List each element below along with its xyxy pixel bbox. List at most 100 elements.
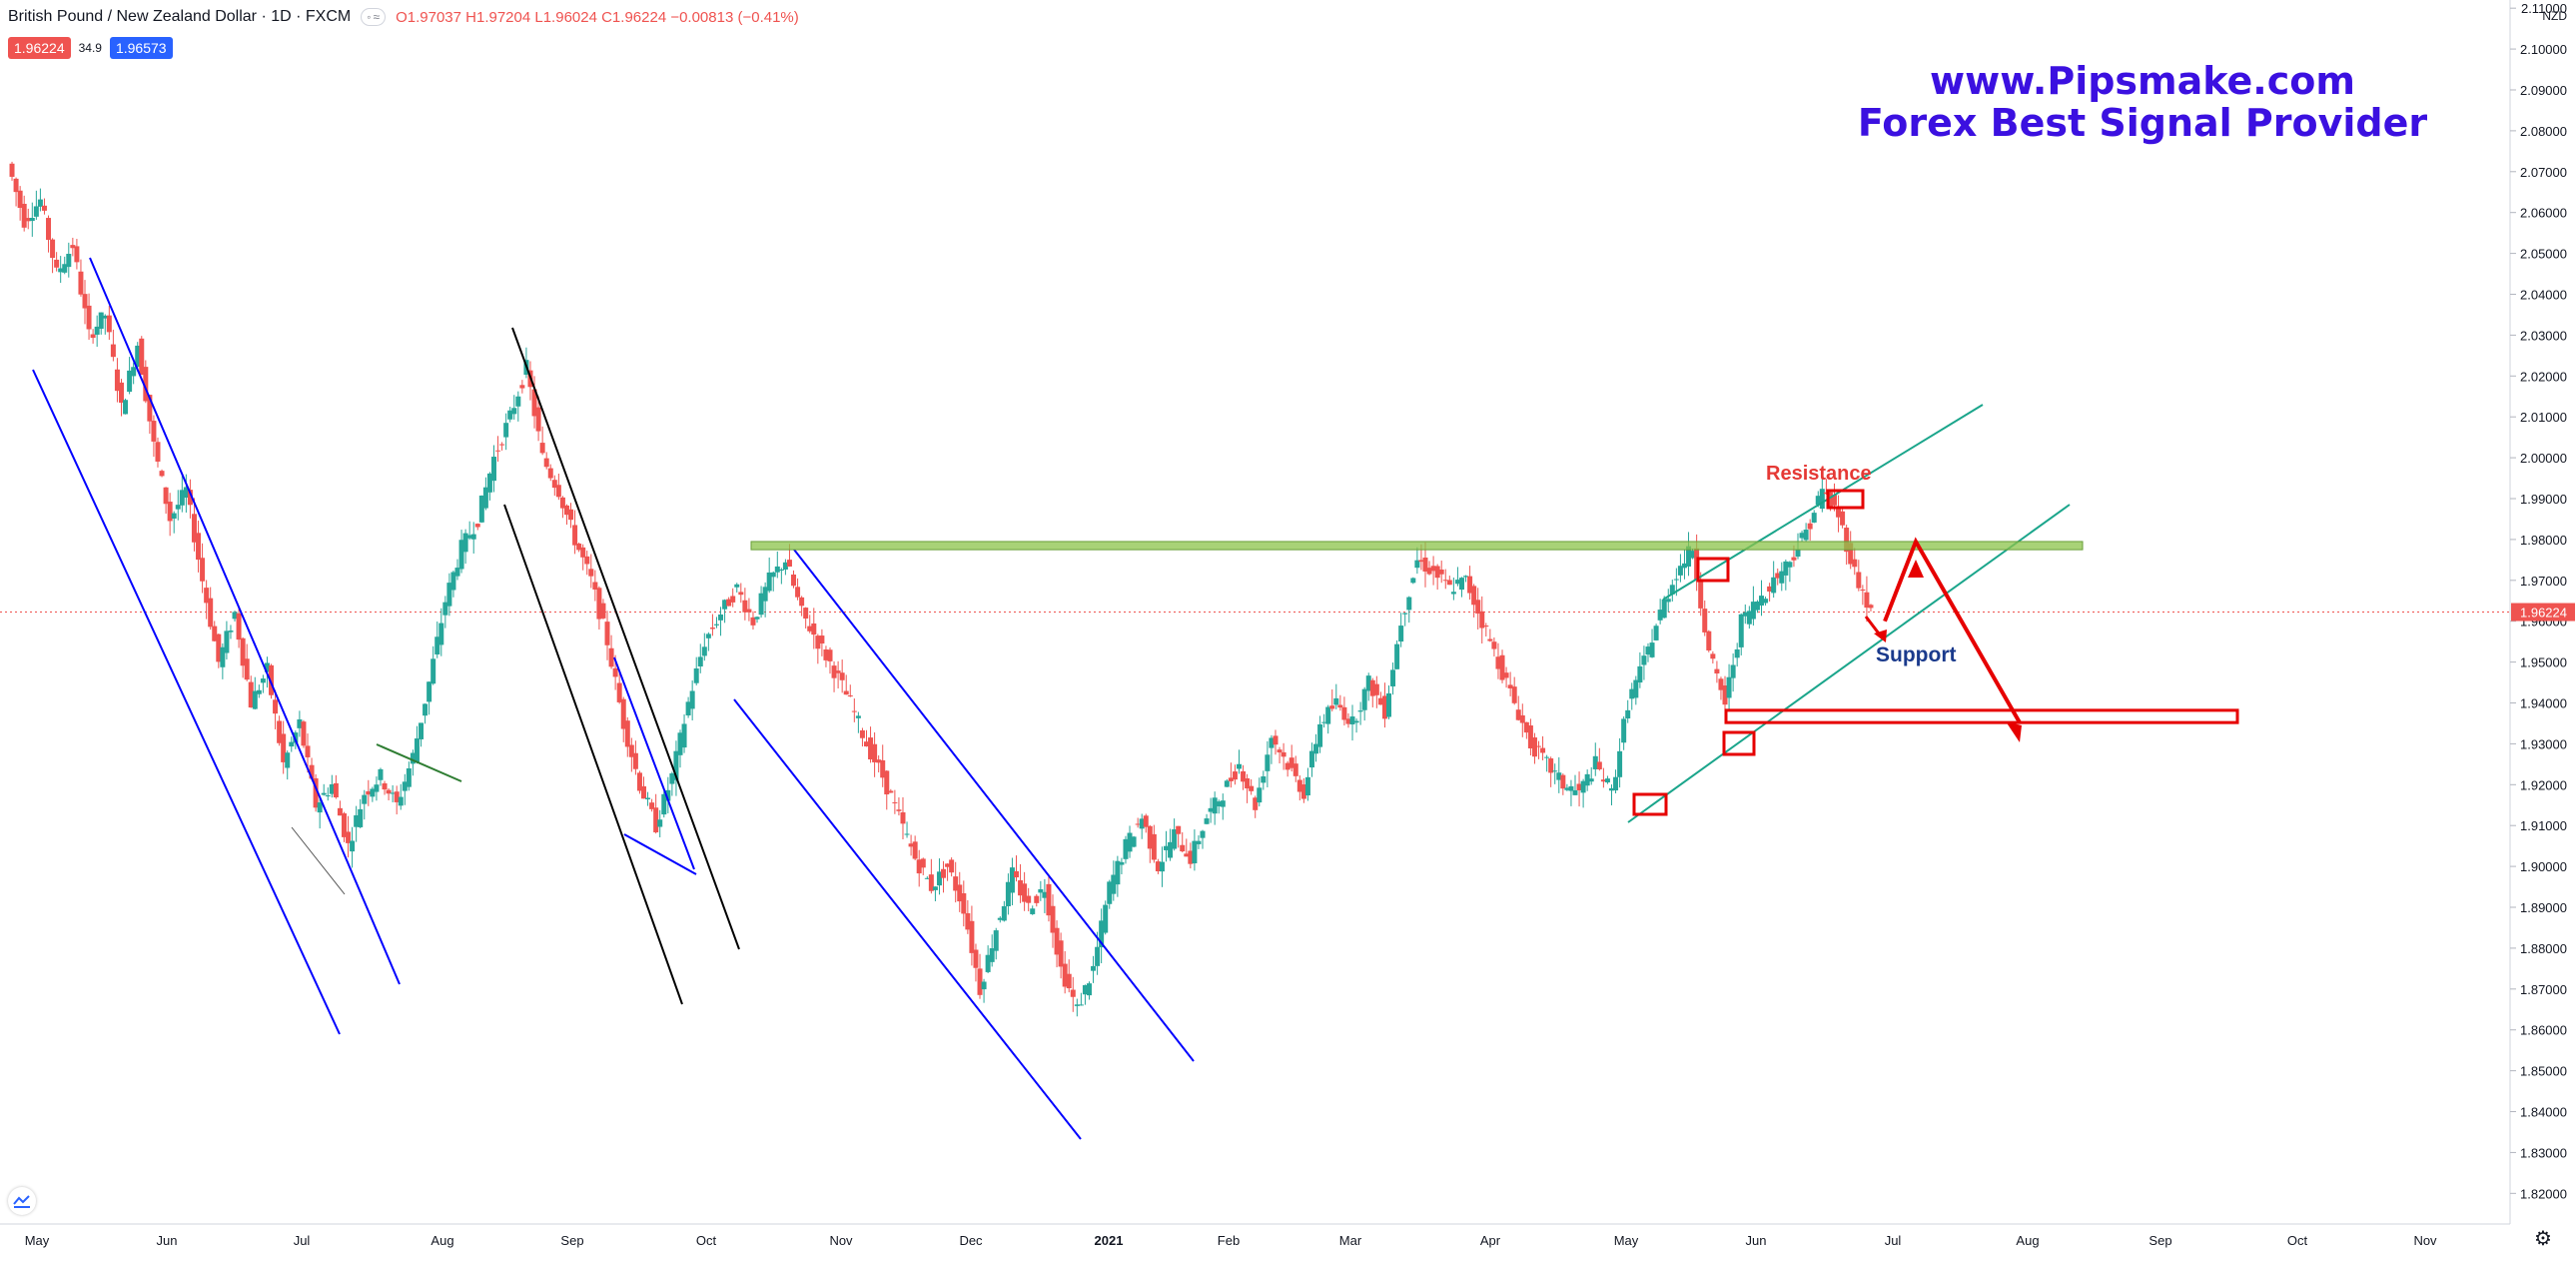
candle-body	[1775, 573, 1781, 579]
candle-body	[835, 670, 841, 673]
price-tick-label: 1.95000	[2520, 655, 2567, 670]
candle-body	[446, 583, 452, 607]
sell-button[interactable]: 1.96224	[8, 37, 71, 59]
price-tick-label: 2.05000	[2520, 247, 2567, 262]
candle-body	[135, 345, 141, 368]
candle-body	[346, 831, 352, 843]
candle-body	[1681, 563, 1687, 569]
candle-body	[216, 633, 222, 662]
candle-body	[1730, 664, 1736, 678]
candle-body	[1479, 611, 1485, 629]
candle-body	[179, 490, 185, 506]
candle-body	[1151, 833, 1157, 860]
time-tick-label: Mar	[1339, 1233, 1362, 1248]
support-zone-box	[1724, 708, 2239, 724]
candle-body	[774, 566, 780, 573]
candle-body	[1746, 611, 1752, 625]
candle-body	[1078, 1004, 1084, 1006]
price-tick-label: 2.08000	[2520, 124, 2567, 139]
candle-body	[932, 886, 938, 890]
price-axis[interactable]: 2.11000 2.10000 2.09000 2.08000 2.07000 2.060…	[2509, 0, 2576, 1261]
buy-button[interactable]: 1.96573	[109, 37, 173, 59]
candle-body	[114, 369, 120, 392]
candle-body	[766, 572, 772, 592]
price-tick-label: 1.93000	[2520, 736, 2567, 751]
candle-body	[1471, 586, 1477, 606]
candle-body	[171, 513, 177, 519]
candle-body	[884, 770, 890, 795]
candle-body	[1345, 718, 1351, 724]
candle-body	[1390, 669, 1396, 686]
time-tick-label: Jun	[157, 1233, 178, 1248]
candle-body	[1196, 840, 1202, 844]
candle-body	[1300, 784, 1306, 799]
candle-body	[1034, 895, 1040, 903]
candle-body	[1119, 861, 1125, 865]
channel-line-4b	[793, 549, 1195, 1062]
price-tick-label: 1.98000	[2520, 533, 2567, 548]
candle-body	[1086, 983, 1092, 996]
gear-icon[interactable]: ⚙	[2534, 1228, 2552, 1250]
candle-body	[337, 807, 343, 816]
candle-body	[709, 628, 715, 630]
candle-body	[1779, 571, 1785, 584]
candle-body	[1325, 706, 1331, 724]
time-axis[interactable]: May Jun Jul Aug Sep Oct Nov Dec 2021 Feb Mar Apr May…	[0, 1223, 2510, 1248]
candle-body	[1172, 828, 1178, 849]
candle-body	[1519, 714, 1525, 723]
candle-body	[908, 843, 914, 847]
channel-line-1a	[32, 369, 341, 1035]
candle-body	[563, 505, 569, 516]
candle-body	[1686, 546, 1692, 567]
time-tick-label: Jul	[294, 1233, 311, 1248]
candle-body	[701, 646, 707, 656]
candle-body	[843, 690, 849, 695]
channel-line-2a	[503, 504, 683, 1005]
candle-body	[309, 764, 315, 779]
price-tick-label: 2.01000	[2520, 410, 2567, 425]
candle-body	[402, 781, 408, 791]
candle-body	[1426, 568, 1432, 575]
symbol-title[interactable]: British Pound / New Zealand Dollar · 1D …	[8, 8, 352, 25]
currency-label: NZD	[2542, 9, 2567, 23]
candle-body	[191, 514, 197, 543]
candle-body	[641, 785, 647, 799]
tradingview-logo-button[interactable]	[8, 1187, 36, 1215]
candle-body	[1147, 825, 1153, 849]
candle-body	[1192, 840, 1198, 864]
candle-body	[1580, 780, 1586, 793]
candle-body	[196, 533, 202, 561]
price-tick-label: 1.82000	[2520, 1186, 2567, 1201]
candle-body	[1527, 725, 1533, 748]
candle-body	[807, 626, 813, 631]
candle-body	[1588, 778, 1594, 782]
candle-body	[551, 480, 557, 489]
candle-body	[600, 603, 606, 619]
candle-body	[70, 245, 76, 249]
candle-body	[961, 893, 967, 914]
candle-body	[726, 599, 732, 607]
candle-body	[811, 623, 817, 635]
candle-body	[1604, 778, 1610, 783]
candle-body	[892, 801, 898, 803]
candle-body	[499, 444, 505, 446]
candle-body	[228, 630, 234, 632]
candle-body	[1584, 773, 1590, 786]
candle-body	[33, 206, 39, 217]
symbol-header: British Pound / New Zealand Dollar · 1D …	[8, 8, 799, 26]
visibility-toggle[interactable]: ◦ ≈	[361, 8, 387, 26]
candle-body	[240, 637, 246, 666]
drawings: Resistance Support	[32, 257, 2239, 1140]
candle-body	[248, 681, 254, 708]
candle-body	[1026, 895, 1032, 903]
candle-body	[1005, 881, 1011, 907]
candle-body	[1637, 665, 1643, 683]
candle-body	[466, 535, 472, 539]
candle-body	[620, 698, 626, 729]
candle-body	[1836, 508, 1842, 518]
candle-body	[661, 793, 667, 815]
candle-body	[1249, 785, 1255, 791]
candle-body	[973, 949, 979, 968]
candle-body	[1625, 709, 1631, 719]
